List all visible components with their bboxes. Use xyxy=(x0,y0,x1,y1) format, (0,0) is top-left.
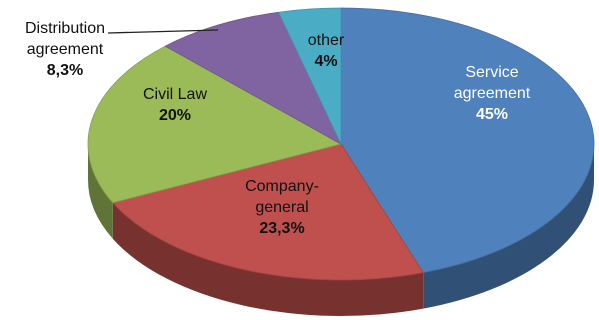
slice-civil-law xyxy=(87,45,343,204)
pie-top-faces xyxy=(87,7,595,281)
slice-value-other: 4% xyxy=(314,53,338,70)
slice-name-service-agreement: Service agreement xyxy=(453,64,531,102)
slice-side-service-agreement xyxy=(423,144,594,309)
slice-side-company-general xyxy=(112,202,424,316)
slice-label-service-agreement: Service agreement 45% xyxy=(432,62,552,125)
slice-value-civil-law: 20% xyxy=(158,107,192,124)
slice-side-civil-law xyxy=(88,144,113,239)
slice-name-civil-law: Civil Law xyxy=(142,86,207,103)
leader-line-distribution-agreement xyxy=(107,29,219,34)
slice-label-civil-law: Civil Law 20% xyxy=(125,84,225,126)
pie-side-walls xyxy=(88,144,594,316)
slice-name-other: other xyxy=(307,32,345,49)
slice-service-agreement xyxy=(340,7,595,274)
slice-value-service-agreement: 45% xyxy=(475,106,509,123)
slice-value-distribution-agreement: 8,3% xyxy=(46,62,84,79)
slice-label-other: other 4% xyxy=(296,30,356,72)
slice-other xyxy=(277,7,342,145)
slice-name-distribution-agreement: Distribution agreement xyxy=(24,20,106,58)
slice-label-distribution-agreement: Distribution agreement 8,3% xyxy=(4,18,126,81)
slice-name-company-general: Company- general xyxy=(245,178,319,216)
slice-value-company-general: 23,3% xyxy=(259,220,305,237)
slice-distribution-agreement xyxy=(164,11,342,145)
slice-company-general xyxy=(112,143,424,281)
slice-label-company-general: Company- general 23,3% xyxy=(222,176,342,239)
